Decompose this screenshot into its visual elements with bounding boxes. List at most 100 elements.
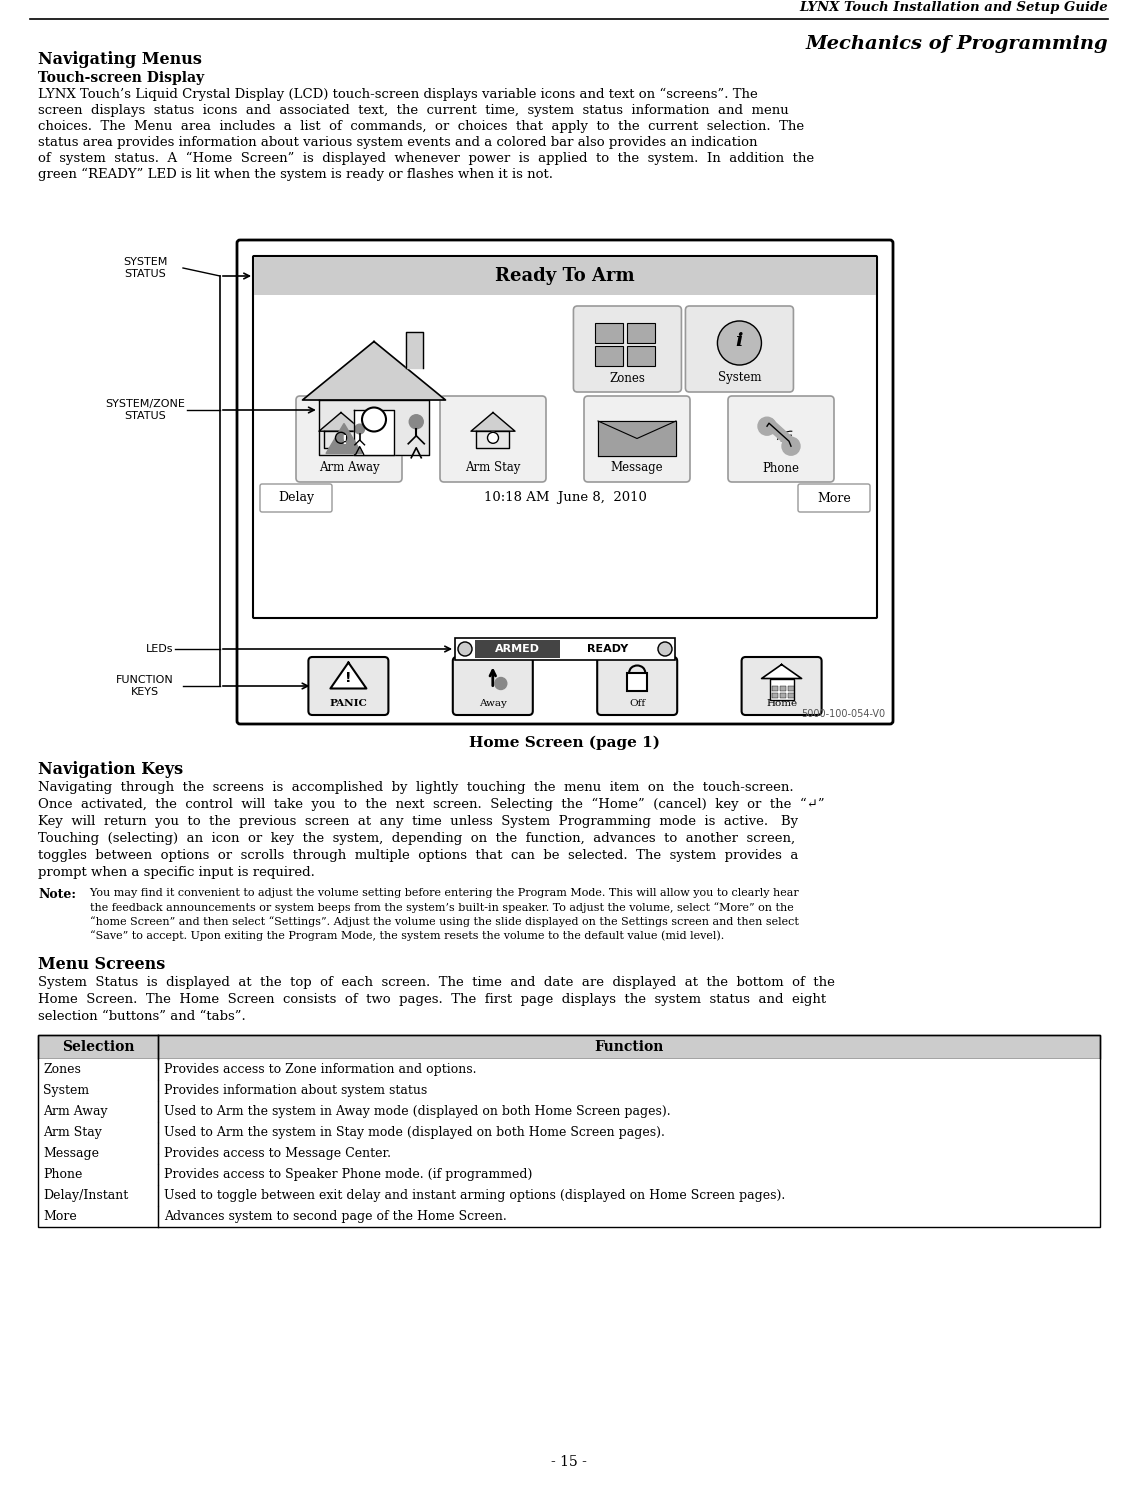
Text: Navigating  through  the  screens  is  accomplished  by  lightly  touching  the : Navigating through the screens is accomp… — [38, 781, 793, 795]
Bar — [38, 1035, 1100, 1059]
Text: Away: Away — [479, 698, 506, 708]
Polygon shape — [471, 413, 516, 431]
Text: System  Status  is  displayed  at  the  top  of  each  screen.  The  time  and  : System Status is displayed at the top of… — [38, 977, 835, 989]
FancyBboxPatch shape — [574, 306, 682, 392]
Polygon shape — [330, 662, 366, 689]
Circle shape — [336, 432, 346, 443]
Text: Used to Arm the system in Away mode (displayed on both Home Screen pages).: Used to Arm the system in Away mode (dis… — [164, 1105, 670, 1118]
Text: Used to Arm the system in Stay mode (displayed on both Home Screen pages).: Used to Arm the system in Stay mode (dis… — [164, 1126, 665, 1139]
Text: FUNCTION
KEYS: FUNCTION KEYS — [116, 675, 174, 696]
Text: Zones: Zones — [610, 371, 645, 385]
Text: 10:18 AM  June 8,  2010: 10:18 AM June 8, 2010 — [484, 492, 646, 504]
Text: i: i — [736, 332, 743, 350]
Polygon shape — [319, 413, 363, 431]
Bar — [627, 672, 648, 690]
Text: Message: Message — [611, 462, 663, 474]
FancyBboxPatch shape — [237, 240, 893, 725]
Text: the feedback announcements or system beeps from the system’s built-in speaker. T: the feedback announcements or system bee… — [83, 902, 793, 912]
Text: Zones: Zones — [43, 1063, 81, 1077]
Text: Note:: Note: — [38, 889, 76, 901]
Bar — [627, 346, 655, 365]
Circle shape — [758, 417, 776, 435]
Text: Home: Home — [766, 698, 797, 708]
Text: READY: READY — [587, 644, 628, 655]
FancyBboxPatch shape — [440, 397, 546, 482]
Bar — [780, 693, 785, 698]
Text: of  system  status.  A  “Home  Screen”  is  displayed  whenever  power  is  appl: of system status. A “Home Screen” is dis… — [38, 152, 814, 166]
Bar — [769, 678, 793, 699]
Text: status area provides information about various system events and a colored bar a: status area provides information about v… — [38, 136, 758, 149]
Text: LYNX Touch’s Liquid Crystal Display (LCD) touch-screen displays variable icons a: LYNX Touch’s Liquid Crystal Display (LCD… — [38, 88, 758, 101]
Text: ARMED: ARMED — [495, 644, 541, 655]
Text: Once  activated,  the  control  will  take  you  to  the  next  screen.  Selecti: Once activated, the control will take yo… — [38, 798, 825, 811]
Text: Delay/Instant: Delay/Instant — [43, 1188, 129, 1202]
Polygon shape — [761, 665, 801, 678]
Bar — [38, 1144, 1100, 1164]
Text: Arm Away: Arm Away — [319, 462, 379, 474]
Text: prompt when a specific input is required.: prompt when a specific input is required… — [38, 866, 315, 880]
Text: Provides information about system status: Provides information about system status — [164, 1084, 427, 1097]
FancyBboxPatch shape — [728, 397, 834, 482]
Circle shape — [362, 407, 386, 431]
Circle shape — [717, 321, 761, 365]
Text: Phone: Phone — [762, 462, 800, 474]
Bar — [595, 324, 624, 343]
Circle shape — [355, 423, 364, 434]
FancyBboxPatch shape — [798, 485, 869, 511]
Bar — [787, 686, 793, 690]
Text: SYSTEM
STATUS: SYSTEM STATUS — [123, 258, 167, 279]
Polygon shape — [325, 423, 362, 453]
Text: Selection: Selection — [61, 1041, 134, 1054]
Polygon shape — [477, 431, 510, 447]
Text: More: More — [817, 492, 851, 504]
FancyBboxPatch shape — [742, 658, 822, 716]
Bar — [780, 686, 785, 690]
Text: Mechanics of Programming: Mechanics of Programming — [806, 34, 1108, 54]
Text: Touching  (selecting)  an  icon  or  key  the  system,  depending  on  the  func: Touching (selecting) an icon or key the … — [38, 832, 795, 845]
Text: Navigating Menus: Navigating Menus — [38, 51, 201, 69]
FancyBboxPatch shape — [453, 658, 533, 716]
Text: Delay: Delay — [278, 492, 314, 504]
Text: System: System — [43, 1084, 89, 1097]
Circle shape — [410, 414, 423, 429]
Text: Navigation Keys: Navigation Keys — [38, 760, 183, 778]
Text: Used to toggle between exit delay and instant arming options (displayed on Home : Used to toggle between exit delay and in… — [164, 1188, 785, 1202]
Polygon shape — [324, 431, 357, 447]
Text: Provides access to Speaker Phone mode. (if programmed): Provides access to Speaker Phone mode. (… — [164, 1167, 533, 1181]
Bar — [772, 693, 777, 698]
FancyBboxPatch shape — [308, 658, 388, 716]
Circle shape — [782, 437, 800, 455]
Bar — [38, 1035, 1100, 1227]
Polygon shape — [406, 332, 422, 367]
Text: screen  displays  status  icons  and  associated  text,  the  current  time,  sy: screen displays status icons and associa… — [38, 104, 789, 116]
Circle shape — [495, 677, 506, 689]
Bar — [38, 1164, 1100, 1185]
Bar — [772, 686, 777, 690]
Polygon shape — [354, 410, 394, 455]
Bar — [627, 324, 655, 343]
Text: Arm Away: Arm Away — [43, 1105, 108, 1118]
Bar — [38, 1100, 1100, 1123]
Text: green “READY” LED is lit when the system is ready or flashes when it is not.: green “READY” LED is lit when the system… — [38, 168, 553, 182]
Bar — [38, 1206, 1100, 1227]
Circle shape — [457, 643, 472, 656]
Circle shape — [658, 643, 673, 656]
Bar — [38, 1185, 1100, 1206]
FancyBboxPatch shape — [584, 397, 690, 482]
Text: “Save” to accept. Upon exiting the Program Mode, the system resets the volume to: “Save” to accept. Upon exiting the Progr… — [83, 930, 724, 941]
Text: Menu Screens: Menu Screens — [38, 956, 165, 974]
Text: You may find it convenient to adjust the volume setting before entering the Prog: You may find it convenient to adjust the… — [83, 889, 799, 898]
Text: Message: Message — [43, 1147, 99, 1160]
FancyBboxPatch shape — [296, 397, 402, 482]
Text: !: ! — [345, 671, 352, 684]
Text: SYSTEM/ZONE
STATUS: SYSTEM/ZONE STATUS — [105, 400, 185, 420]
Text: LEDs: LEDs — [147, 644, 174, 655]
Bar — [475, 640, 560, 658]
Text: “home Screen” and then select “Settings”. Adjust the volume using the slide disp: “home Screen” and then select “Settings”… — [83, 915, 799, 927]
Text: Provides access to Message Center.: Provides access to Message Center. — [164, 1147, 391, 1160]
Text: Ready To Arm: Ready To Arm — [495, 267, 635, 285]
Bar — [455, 638, 675, 661]
Text: Advances system to second page of the Home Screen.: Advances system to second page of the Ho… — [164, 1211, 506, 1223]
Text: Home Screen (page 1): Home Screen (page 1) — [470, 737, 660, 750]
Text: - 15 -: - 15 - — [551, 1455, 587, 1469]
